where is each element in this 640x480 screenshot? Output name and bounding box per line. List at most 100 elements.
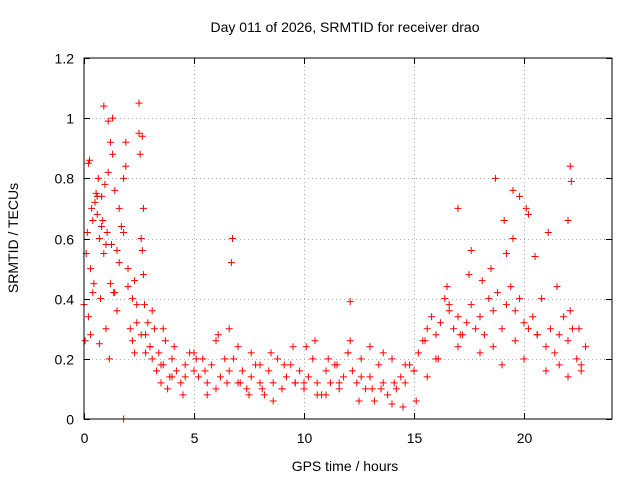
data-point — [551, 349, 559, 357]
data-point — [397, 373, 405, 381]
data-point — [100, 250, 108, 258]
data-point — [190, 367, 198, 375]
data-point — [335, 385, 343, 393]
data-point — [138, 247, 146, 255]
axis-ticks: 0 0.2 0.4 0.6 0.8 1 1.2 0 5 10 15 20 — [55, 51, 612, 446]
data-point — [111, 289, 119, 297]
data-point — [247, 373, 255, 381]
data-point — [454, 343, 462, 351]
data-point — [194, 373, 202, 381]
data-point — [362, 385, 370, 393]
data-point — [567, 177, 575, 185]
data-point — [115, 204, 123, 212]
data-point — [566, 162, 574, 170]
data-point — [199, 355, 207, 363]
y-tick-label: 0 — [66, 412, 74, 428]
data-point — [322, 367, 330, 375]
data-point — [139, 271, 147, 279]
data-point — [450, 325, 458, 333]
data-point — [256, 379, 264, 387]
data-point — [564, 337, 572, 345]
data-point — [577, 361, 585, 369]
data-point — [247, 349, 255, 357]
data-point — [436, 319, 444, 327]
data-point — [542, 343, 550, 351]
data-point — [410, 367, 418, 375]
data-point — [542, 367, 550, 375]
data-point — [485, 295, 493, 303]
data-point — [344, 349, 352, 357]
data-point — [131, 277, 139, 285]
data-point — [212, 385, 220, 393]
x-tick-label: 5 — [191, 430, 199, 446]
data-point — [142, 349, 150, 357]
x-axis-label: GPS time / hours — [292, 458, 399, 474]
data-point — [155, 349, 163, 357]
data-point — [265, 367, 273, 375]
data-point — [553, 283, 561, 291]
data-point — [203, 379, 211, 387]
data-point — [467, 247, 475, 255]
data-point — [494, 289, 502, 297]
data-point — [516, 192, 524, 200]
data-point — [432, 331, 440, 339]
data-point — [414, 349, 422, 357]
data-point — [335, 379, 343, 387]
data-point — [291, 379, 299, 387]
data-point — [136, 150, 144, 158]
data-point — [357, 373, 365, 381]
data-point — [368, 385, 376, 393]
data-point — [311, 337, 319, 345]
data-point — [102, 241, 110, 249]
data-point — [524, 325, 532, 333]
data-point — [126, 325, 134, 333]
x-tick-label: 0 — [81, 430, 89, 446]
data-point — [164, 385, 172, 393]
data-point — [296, 367, 304, 375]
data-point — [300, 385, 308, 393]
data-point — [366, 343, 374, 351]
data-point — [138, 132, 146, 140]
data-point — [326, 379, 334, 387]
data-point — [575, 325, 583, 333]
data-point — [192, 355, 200, 363]
data-point — [498, 361, 506, 369]
data-point — [229, 235, 236, 242]
data-point — [122, 162, 130, 170]
data-point — [304, 373, 312, 381]
data-point — [161, 337, 169, 345]
data-point — [564, 216, 572, 224]
chart-title: Day 011 of 2026, SRMTID for receiver dra… — [211, 19, 480, 35]
data-point — [95, 340, 103, 348]
data-point — [99, 216, 107, 224]
data-point — [150, 325, 158, 333]
data-point — [236, 379, 244, 387]
data-point — [282, 373, 290, 381]
data-point — [392, 385, 400, 393]
data-point — [388, 400, 396, 408]
data-point — [102, 325, 110, 333]
data-point — [489, 343, 497, 351]
data-point — [124, 265, 132, 273]
data-point — [128, 337, 136, 345]
data-point — [170, 343, 178, 351]
data-point — [476, 313, 484, 321]
data-point — [357, 355, 365, 363]
data-point — [401, 379, 409, 387]
x-tick-label: 15 — [407, 430, 423, 446]
data-point — [106, 138, 114, 146]
data-point — [287, 361, 295, 369]
data-point — [120, 174, 128, 182]
data-point — [83, 228, 91, 236]
data-point — [203, 391, 211, 399]
data-point — [399, 403, 407, 411]
data-point — [128, 295, 136, 303]
data-point — [509, 186, 517, 194]
data-point — [225, 325, 233, 333]
x-tick-label: 10 — [297, 430, 313, 446]
data-point — [181, 361, 189, 369]
data-point — [87, 331, 95, 339]
data-point — [313, 379, 321, 387]
data-point — [346, 298, 354, 306]
y-tick-label: 0.8 — [55, 171, 75, 187]
